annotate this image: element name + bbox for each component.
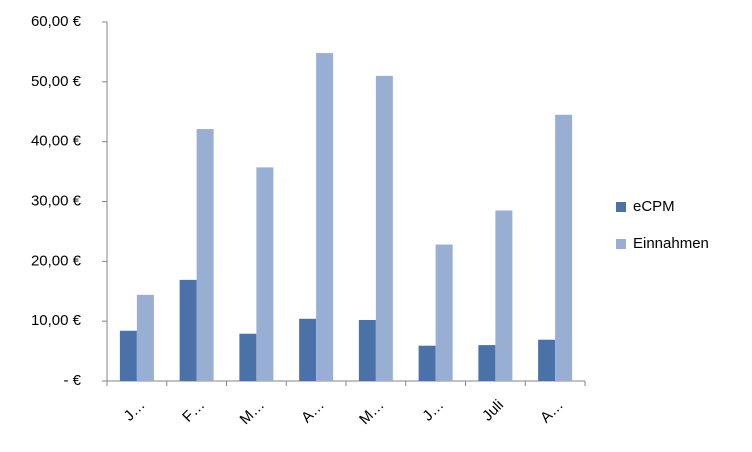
y-tick-label: 10,00 € <box>31 312 82 329</box>
bar <box>495 210 513 381</box>
x-tick-label: A… <box>298 397 328 427</box>
x-tick-label: Juli <box>479 397 507 425</box>
bar <box>358 319 376 381</box>
legend-label: eCPM <box>633 198 675 215</box>
x-tick-label: J… <box>121 397 149 425</box>
y-tick-label: 20,00 € <box>31 252 82 269</box>
bar <box>119 330 137 381</box>
y-tick-label: 30,00 € <box>31 192 82 209</box>
bar <box>316 53 334 381</box>
bar <box>179 279 197 381</box>
x-tick-label: F… <box>179 397 208 426</box>
bar <box>299 318 317 381</box>
x-tick-label: J… <box>419 397 447 425</box>
bar <box>538 339 556 381</box>
bar <box>256 167 274 381</box>
y-tick-label: - € <box>63 372 81 389</box>
y-tick-label: 40,00 € <box>31 133 82 150</box>
bar <box>478 345 496 381</box>
bar <box>555 114 573 381</box>
bar <box>418 345 436 381</box>
bar <box>196 129 214 381</box>
bar <box>239 333 257 381</box>
bar <box>375 75 393 381</box>
y-tick-label: 60,00 € <box>31 13 82 30</box>
legend-label: Einnahmen <box>633 235 709 252</box>
bar <box>136 294 154 381</box>
x-tick-label: M… <box>237 397 268 428</box>
legend-swatch <box>616 202 626 212</box>
x-tick-label: A… <box>537 397 567 427</box>
x-tick-label: M… <box>356 397 387 428</box>
y-tick-label: 50,00 € <box>31 73 82 90</box>
bar <box>435 244 453 381</box>
legend-swatch <box>616 239 626 249</box>
